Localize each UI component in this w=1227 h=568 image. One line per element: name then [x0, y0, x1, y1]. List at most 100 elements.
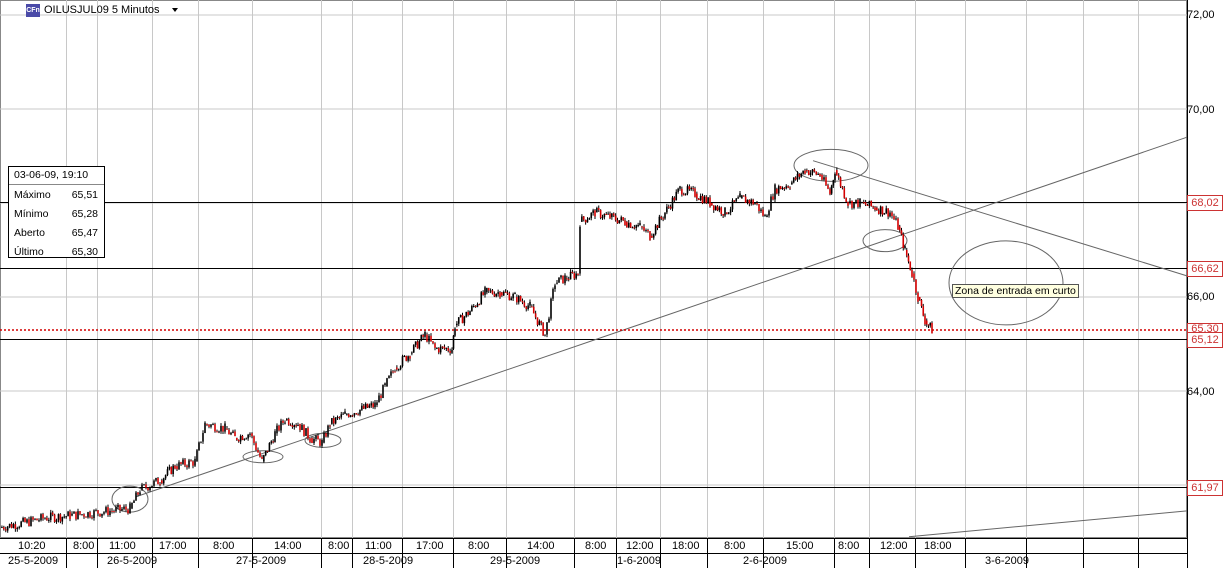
candle-body [97, 510, 99, 514]
candle-body [79, 511, 81, 515]
candle-body [752, 199, 754, 205]
candle-body [768, 210, 770, 216]
candle-body [742, 195, 745, 197]
horizontal-levels[interactable] [0, 202, 1187, 488]
candle-body [758, 204, 760, 212]
candle-body [299, 423, 301, 431]
candle-body [614, 215, 617, 221]
candle-body [834, 174, 836, 181]
candle-body [409, 356, 411, 359]
candle-body [796, 173, 799, 180]
candle-body [463, 316, 466, 324]
candle-body [263, 455, 265, 462]
candle-body [245, 438, 248, 440]
candle-body [305, 428, 307, 436]
candle-body [137, 492, 139, 495]
candle-body [510, 298, 513, 301]
level-badge-61-97[interactable]: 61,97 [1187, 480, 1223, 496]
candle-body [705, 196, 708, 204]
candle-body [564, 275, 566, 284]
candle-body [624, 220, 626, 226]
candle-body [293, 425, 296, 428]
candle-body [361, 405, 363, 410]
candle-body [186, 465, 188, 468]
candle-body [527, 305, 529, 310]
candle-body [546, 322, 548, 335]
candle-body [174, 465, 176, 469]
candle-body [868, 200, 871, 206]
candle-body [259, 452, 261, 457]
candle-body [286, 418, 288, 420]
trend-annotations[interactable] [111, 136, 1188, 538]
candle-body [862, 202, 865, 204]
candle-body [618, 220, 621, 224]
candle-body [168, 466, 171, 470]
candle-body [813, 169, 816, 172]
info-row-max: Máximo 65,51 [9, 185, 104, 204]
candle-body [200, 441, 202, 443]
trendline [908, 510, 1188, 538]
candle-body [447, 348, 450, 351]
level-badge-66-62[interactable]: 66,62 [1187, 261, 1223, 277]
candle-body [188, 460, 190, 468]
candle-body [709, 197, 711, 207]
candle-body [249, 433, 251, 435]
candle-body [454, 328, 456, 336]
candle-body [109, 510, 111, 516]
candle-body [8, 523, 11, 527]
candle-body [626, 221, 628, 228]
candle-body [346, 414, 348, 416]
candle-body [401, 356, 404, 367]
candle-body [73, 511, 75, 514]
entry-zone-label[interactable]: Zona de entrada em curto [952, 284, 1079, 298]
candle-body [558, 277, 560, 283]
trendline [812, 160, 1188, 277]
candle-body [6, 526, 9, 531]
candle-body [573, 273, 576, 279]
candle-body [562, 275, 564, 284]
candle-body [727, 212, 730, 214]
candle-body [781, 187, 784, 190]
candle-body [707, 197, 709, 204]
candle-body [276, 425, 278, 434]
candle-body [590, 212, 593, 219]
candle-body [779, 186, 782, 190]
x-time-label: 17:00 [416, 540, 444, 552]
candle-body [774, 184, 776, 200]
candle-body [459, 315, 462, 318]
candle-body [870, 200, 873, 207]
candle-body [489, 290, 492, 292]
candle-body [664, 212, 666, 219]
candle-body [917, 292, 919, 302]
candle-body [658, 216, 661, 228]
candle-body [220, 425, 222, 432]
candle-body [407, 356, 409, 361]
candle-body [319, 439, 321, 446]
candle-body [667, 206, 670, 208]
level-badge-65-12[interactable]: 65,12 [1187, 332, 1223, 348]
candle-body [295, 425, 297, 427]
candle-body [16, 527, 19, 530]
candle-body [904, 246, 906, 249]
level-badge-68-02[interactable]: 68,02 [1187, 195, 1223, 211]
candle-body [739, 193, 741, 198]
candle-body [819, 173, 821, 177]
candle-body [474, 305, 477, 307]
chevron-down-icon[interactable] [171, 8, 178, 12]
candle-body [744, 196, 747, 203]
candle-body [253, 436, 255, 444]
candle-body [501, 292, 503, 296]
candle-body [825, 177, 827, 186]
candle-body [791, 182, 793, 185]
candle-body [859, 198, 861, 207]
candle-body [251, 433, 253, 437]
x-time-label: 8:00 [213, 540, 235, 552]
candle-body [677, 188, 679, 192]
candle-body [817, 173, 819, 175]
candle-body [340, 414, 343, 418]
candle-body [726, 212, 728, 214]
candle-body [34, 518, 36, 520]
cfn-logo: CFn [26, 3, 40, 17]
candle-body [40, 514, 42, 521]
